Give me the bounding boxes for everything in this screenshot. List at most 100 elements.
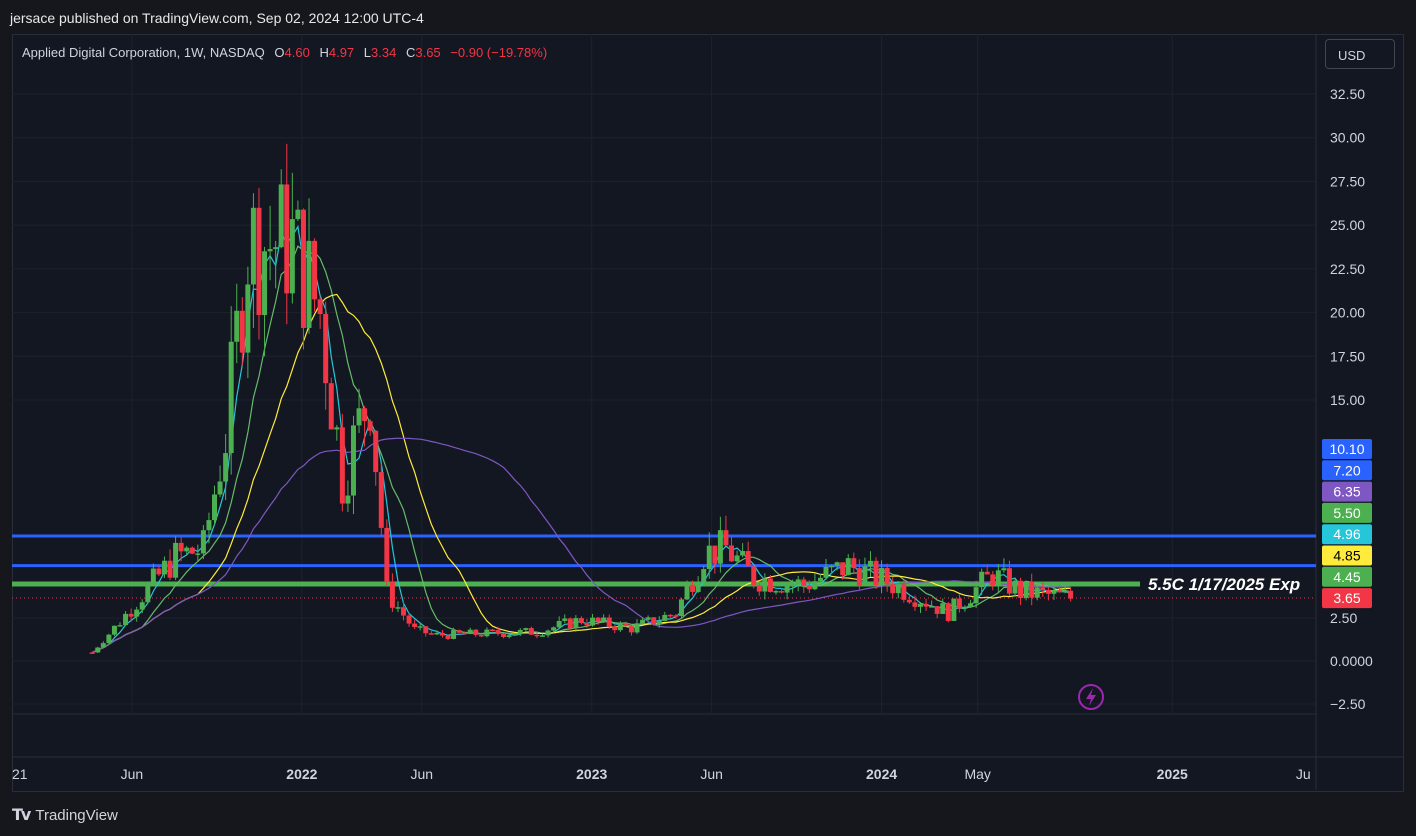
candle-up xyxy=(545,630,551,636)
y-tick-label: 25.00 xyxy=(1330,217,1365,233)
price-tag xyxy=(1322,502,1372,523)
candle-down xyxy=(945,603,951,621)
tradingview-logo-icon: 𝗧𝘃 xyxy=(12,807,31,824)
moving-average-line xyxy=(91,293,1071,653)
candle-up xyxy=(451,630,457,639)
candle-up xyxy=(434,632,440,635)
price-tag xyxy=(1322,481,1372,502)
candle-up xyxy=(273,247,279,250)
price-tag-label: 10.10 xyxy=(1329,441,1364,457)
y-tick-label: 22.50 xyxy=(1330,261,1365,277)
candle-down xyxy=(956,598,962,609)
candle-down xyxy=(1040,587,1046,590)
x-tick-label: Jun xyxy=(121,766,144,782)
candle-down xyxy=(1006,568,1012,594)
candle-down xyxy=(128,613,134,617)
candle-up xyxy=(834,562,840,566)
y-tick-label: −2.50 xyxy=(1330,696,1366,712)
candle-down xyxy=(873,560,879,586)
candle-down xyxy=(389,581,395,608)
candle-up xyxy=(195,553,201,555)
candle-down xyxy=(312,240,318,300)
change-value: −0.90 (−19.78%) xyxy=(450,45,548,60)
candle-up xyxy=(484,629,490,637)
candle-up xyxy=(684,584,690,600)
y-tick-label: 15.00 xyxy=(1330,392,1365,408)
candle-up xyxy=(823,566,829,578)
candle-up xyxy=(123,613,129,626)
currency-button[interactable]: USD xyxy=(1325,39,1395,69)
candle-down xyxy=(534,634,540,637)
candle-up xyxy=(234,310,240,342)
symbol-legend[interactable]: Applied Digital Corporation, 1W, NASDAQ … xyxy=(22,45,547,60)
candle-down xyxy=(362,408,368,422)
candle-up xyxy=(695,582,701,592)
candle-down xyxy=(501,633,507,637)
moving-average-line xyxy=(91,245,1071,653)
price-tag-label: 4.45 xyxy=(1333,569,1360,585)
candle-down xyxy=(673,615,679,617)
candle-down xyxy=(339,427,345,504)
candle-down xyxy=(1056,590,1062,593)
candle-down xyxy=(578,618,584,623)
price-tag-label: 4.96 xyxy=(1333,526,1360,542)
candle-up xyxy=(345,495,351,504)
candle-down xyxy=(284,184,290,294)
candle-down xyxy=(489,629,495,632)
candle-down xyxy=(595,617,601,622)
candle-down xyxy=(651,617,657,625)
candle-up xyxy=(762,578,768,592)
candle-down xyxy=(462,632,468,635)
candle-up xyxy=(717,530,723,564)
candle-down xyxy=(801,579,807,586)
candle-up xyxy=(184,547,190,552)
candle-up xyxy=(250,207,256,285)
high-label: H xyxy=(319,45,329,60)
candle-down xyxy=(167,560,173,578)
candle-down xyxy=(745,551,751,567)
publisher-caption: jersace published on TradingView.com, Se… xyxy=(10,10,424,26)
candle-up xyxy=(1051,590,1057,594)
candle-down xyxy=(473,629,479,635)
low-value: 3.34 xyxy=(371,45,397,60)
candle-up xyxy=(829,565,835,568)
candle-up xyxy=(706,545,712,570)
candle-down xyxy=(1029,581,1035,598)
candle-down xyxy=(751,566,757,586)
candle-down xyxy=(923,603,929,607)
x-tick-label: Jun xyxy=(700,766,723,782)
candle-down xyxy=(178,542,184,552)
candle-up xyxy=(289,219,295,294)
candle-up xyxy=(278,184,284,248)
candle-up xyxy=(1062,590,1068,593)
y-tick-label: 32.50 xyxy=(1330,86,1365,102)
candle-up xyxy=(940,603,946,614)
candle-up xyxy=(734,555,740,562)
tradingview-footer[interactable]: 𝗧𝘃 TradingView xyxy=(12,805,118,825)
candle-down xyxy=(373,430,379,473)
candle-down xyxy=(401,607,407,616)
candle-up xyxy=(1023,581,1029,598)
lightning-icon[interactable] xyxy=(1078,684,1104,710)
open-label: O xyxy=(274,45,285,60)
candle-down xyxy=(239,310,245,353)
candle-up xyxy=(228,341,234,454)
candle-up xyxy=(1012,580,1018,594)
candle-down xyxy=(606,617,612,627)
candle-up xyxy=(1034,587,1040,598)
candle-up xyxy=(139,602,145,610)
candle-up xyxy=(812,581,818,590)
candle-up xyxy=(111,625,117,635)
candle-down xyxy=(623,623,629,627)
moving-average-line xyxy=(91,437,1071,653)
candle-down xyxy=(423,626,429,634)
price-tag xyxy=(1322,460,1372,481)
candle-up xyxy=(601,617,607,622)
candle-up xyxy=(879,567,885,586)
candle-down xyxy=(723,530,729,546)
candle-up xyxy=(267,249,273,252)
candle-down xyxy=(779,591,785,593)
candle-up xyxy=(161,560,167,575)
y-tick-label: 27.50 xyxy=(1330,173,1365,189)
